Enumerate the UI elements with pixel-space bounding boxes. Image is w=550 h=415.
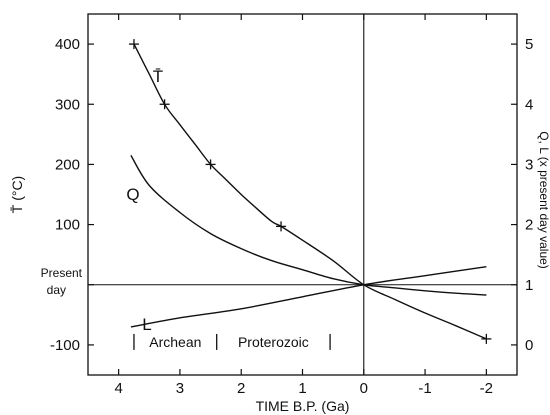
series-t-marker (205, 159, 216, 170)
x-tick-label: -2 (480, 380, 493, 397)
x-tick-label: 1 (298, 380, 306, 397)
y-right-axis-title: Q, L (x present day value) (537, 131, 550, 269)
x-tick-label: -1 (418, 380, 431, 397)
y-left-tick-label: 100 (55, 217, 80, 234)
x-tick-label: 4 (114, 380, 122, 397)
y-left-tick-label: 200 (55, 156, 80, 173)
y-left-axis-title: T̄ (°C) (9, 176, 25, 213)
series-t-line (133, 43, 487, 340)
y-right-tick-label: 3 (525, 156, 533, 173)
x-tick-label: 3 (176, 380, 184, 397)
series-l-line (130, 266, 487, 328)
series-l-label: L (142, 315, 151, 334)
y-left-tick-label: 400 (55, 36, 80, 53)
x-tick-label: 2 (237, 380, 245, 397)
x-axis-title: TIME B.P. (Ga) (256, 398, 350, 414)
present-label-line2: day (47, 283, 66, 297)
reference-lines (88, 14, 517, 375)
era-label-archean: Archean (149, 334, 201, 350)
y-right-tick-label: 4 (525, 96, 533, 113)
y-right-tick-label: 0 (525, 337, 533, 354)
y-right-tick-label: 1 (525, 277, 533, 294)
series-t-label: T̄ (153, 67, 163, 86)
series-t-marker (159, 99, 170, 110)
y-left-tick-label: 300 (55, 96, 80, 113)
series-q-line (130, 155, 487, 296)
y-right-tick-label: 5 (525, 36, 533, 53)
series-layer (128, 39, 492, 344)
series-q-label: Q (126, 185, 139, 204)
era-label-proterozoic: Proterozoic (238, 334, 309, 350)
labels-layer: 4 3 2 1 0 -1 -2 400 300 200 100 -100 Present day 5 4 3 2 1… (9, 36, 550, 414)
x-tick-label: 0 (360, 380, 368, 397)
series-t-marker (276, 221, 287, 232)
series-t-marker (481, 333, 492, 344)
present-label-line1: Present (41, 266, 83, 280)
series-t-marker (128, 39, 139, 50)
y-right-tick-label: 2 (525, 217, 533, 234)
y-left-tick-label: -100 (50, 337, 80, 354)
